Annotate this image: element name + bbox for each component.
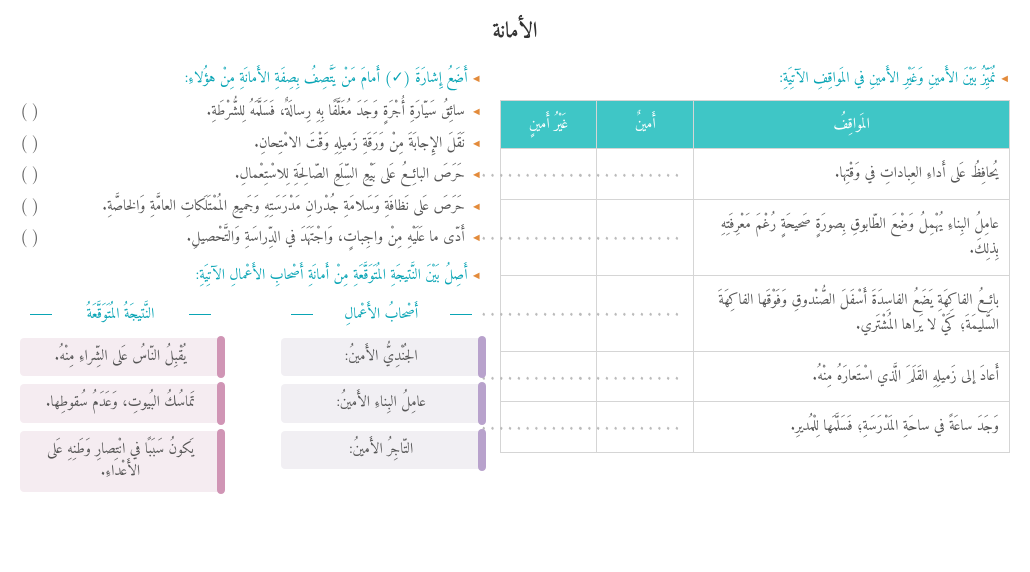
left-column: أَضَعُ إِشارَةَ (✓) أَمامَ مَنْ يَتَّصِف… bbox=[20, 65, 482, 500]
match-row: الجُنْدِيُّ الأَمينُ: يُقْبِلُ النّاسُ عَ… bbox=[20, 338, 482, 377]
check-item: ◄ حَرَصَ عَلى نَظافَةِ وَسَلامَةِ جُدْران… bbox=[20, 195, 482, 221]
result-wrap: تَماسُكُ البُيوتِ، وَعَدَمُ سُقوطِها. bbox=[20, 384, 221, 423]
table-row: عامِلُ البِناءِ يُهْمِلُ وَضْعَ الطّابوق… bbox=[500, 199, 1009, 275]
owner-cell[interactable]: عامِلُ البِناءِ الأَمينُ: bbox=[281, 384, 482, 423]
check-text: نَقَلَ الإِجابَةَ مِنْ وَرَقَةِ زَميلِهِ… bbox=[53, 132, 464, 156]
section3-prompt: أَصِلُ بَيْنَ النَّتيجَةِ المُتَوَقَّعَة… bbox=[20, 262, 482, 289]
owners-header: أَصْحابُ الأَعْمالِ bbox=[281, 297, 482, 332]
section1-prompt: نُمَيِّزُ بَيْنَ الأَمينِ وَغَيْرِ الأَم… bbox=[500, 65, 1010, 92]
table-row: أَعادَ إلى زَميلِهِ القَلَمَ الَّذي اسْت… bbox=[500, 351, 1009, 402]
right-column: نُمَيِّزُ بَيْنَ الأَمينِ وَغَيْرِ الأَم… bbox=[500, 65, 1010, 500]
owner-wrap: التّاجِرُ الأَمينُ: bbox=[281, 431, 482, 492]
honest-cell[interactable]: ............ bbox=[597, 149, 694, 200]
dishonest-cell[interactable]: ............ bbox=[500, 275, 597, 351]
check-paren[interactable]: ( ) bbox=[20, 226, 47, 252]
match-row: التّاجِرُ الأَمينُ: يَكونُ سَبَبًا في انْ… bbox=[20, 431, 482, 492]
bullet-icon: ◄ bbox=[471, 230, 482, 248]
dishonest-cell[interactable]: ............ bbox=[500, 149, 597, 200]
check-item: ◄ سائِقُ سَيّارَةِ أُجْرَةٍ وَجَدَ مُغَلَ… bbox=[20, 100, 482, 126]
match-row: عامِلُ البِناءِ الأَمينُ: تَماسُكُ البُيو… bbox=[20, 384, 482, 423]
results-header: النَّتيجَةُ المُتَوَقَّعَةُ bbox=[20, 297, 221, 332]
checkmark-list: ◄ سائِقُ سَيّارَةِ أُجْرَةٍ وَجَدَ مُغَلَ… bbox=[20, 100, 482, 252]
situation-cell: عامِلُ البِناءِ يُهْمِلُ وَضْعَ الطّابوق… bbox=[694, 199, 1010, 275]
check-item: ◄ حَرَصَ البائِعُ عَلى بَيْعِ السِّلَعِ ا… bbox=[20, 163, 482, 189]
owner-wrap: الجُنْدِيُّ الأَمينُ: bbox=[281, 338, 482, 377]
check-text: أَدّى ما عَلَيْهِ مِنْ واجِباتٍ، وَاجْتَ… bbox=[53, 226, 464, 250]
honest-cell[interactable]: ............ bbox=[597, 402, 694, 453]
th-situation: المَواقِفُ bbox=[694, 101, 1010, 149]
honest-cell[interactable]: ............ bbox=[597, 199, 694, 275]
bullet-icon: ◄ bbox=[471, 199, 482, 217]
th-honest: أَمينٌ bbox=[597, 101, 694, 149]
dishonest-cell[interactable]: ............ bbox=[500, 351, 597, 402]
table-row: وَجَدَ ساعَةً في ساحَةِ المَدْرَسَةِ؛ فَ… bbox=[500, 402, 1009, 453]
result-cell[interactable]: يَكونُ سَبَبًا في انْتِصارِ وَطَنِهِ عَل… bbox=[20, 431, 221, 492]
section2-prompt: أَضَعُ إِشارَةَ (✓) أَمامَ مَنْ يَتَّصِف… bbox=[20, 65, 482, 92]
check-item: ◄ نَقَلَ الإِجابَةَ مِنْ وَرَقَةِ زَميلِه… bbox=[20, 132, 482, 158]
check-text: سائِقُ سَيّارَةِ أُجْرَةٍ وَجَدَ مُغَلَّ… bbox=[53, 100, 464, 124]
result-cell[interactable]: يُقْبِلُ النّاسُ عَلى الشِّراءِ مِنْهُ. bbox=[20, 338, 221, 377]
check-text: حَرَصَ عَلى نَظافَةِ وَسَلامَةِ جُدْرانِ… bbox=[53, 195, 464, 219]
situation-cell: وَجَدَ ساعَةً في ساحَةِ المَدْرَسَةِ؛ فَ… bbox=[694, 402, 1010, 453]
situation-cell: أَعادَ إلى زَميلِهِ القَلَمَ الَّذي اسْت… bbox=[694, 351, 1010, 402]
owner-cell[interactable]: الجُنْدِيُّ الأَمينُ: bbox=[281, 338, 482, 377]
bullet-icon: ◄ bbox=[471, 167, 482, 185]
check-text: حَرَصَ البائِعُ عَلى بَيْعِ السِّلَعِ ال… bbox=[53, 163, 464, 187]
bullet-icon: ◄ bbox=[471, 136, 482, 154]
th-dishonest: غَيْرُ أَمينٍ bbox=[500, 101, 597, 149]
honest-cell[interactable]: ............ bbox=[597, 351, 694, 402]
result-wrap: يَكونُ سَبَبًا في انْتِصارِ وَطَنِهِ عَل… bbox=[20, 431, 221, 492]
page-title: الأمانة bbox=[20, 12, 1010, 51]
dishonest-cell[interactable]: ............ bbox=[500, 199, 597, 275]
dishonest-cell[interactable]: ............ bbox=[500, 402, 597, 453]
situations-table: المَواقِفُ أَمينٌ غَيْرُ أَمينٍ يُحافِظُ… bbox=[500, 100, 1010, 453]
match-headers: أَصْحابُ الأَعْمالِ النَّتيجَةُ المُتَوَ… bbox=[20, 297, 482, 332]
owner-wrap: عامِلُ البِناءِ الأَمينُ: bbox=[281, 384, 482, 423]
honest-cell[interactable]: ............ bbox=[597, 275, 694, 351]
two-column-layout: نُمَيِّزُ بَيْنَ الأَمينِ وَغَيْرِ الأَم… bbox=[20, 65, 1010, 500]
check-paren[interactable]: ( ) bbox=[20, 100, 47, 126]
match-rows: الجُنْدِيُّ الأَمينُ: يُقْبِلُ النّاسُ عَ… bbox=[20, 338, 482, 492]
result-wrap: يُقْبِلُ النّاسُ عَلى الشِّراءِ مِنْهُ. bbox=[20, 338, 221, 377]
owner-cell[interactable]: التّاجِرُ الأَمينُ: bbox=[281, 431, 482, 470]
situation-cell: يُحافِظُ عَلى أَداءِ العِباداتِ في وَقْت… bbox=[694, 149, 1010, 200]
check-paren[interactable]: ( ) bbox=[20, 195, 47, 221]
table-row: بائِعُ الفاكِهَةِ يَضَعُ الفاسِدَةَ أَسْ… bbox=[500, 275, 1009, 351]
result-cell[interactable]: تَماسُكُ البُيوتِ، وَعَدَمُ سُقوطِها. bbox=[20, 384, 221, 423]
check-item: ◄ أَدّى ما عَلَيْهِ مِنْ واجِباتٍ، وَاجْت… bbox=[20, 226, 482, 252]
bullet-icon: ◄ bbox=[471, 104, 482, 122]
check-paren[interactable]: ( ) bbox=[20, 132, 47, 158]
situation-cell: بائِعُ الفاكِهَةِ يَضَعُ الفاسِدَةَ أَسْ… bbox=[694, 275, 1010, 351]
table-row: يُحافِظُ عَلى أَداءِ العِباداتِ في وَقْت… bbox=[500, 149, 1009, 200]
check-paren[interactable]: ( ) bbox=[20, 163, 47, 189]
